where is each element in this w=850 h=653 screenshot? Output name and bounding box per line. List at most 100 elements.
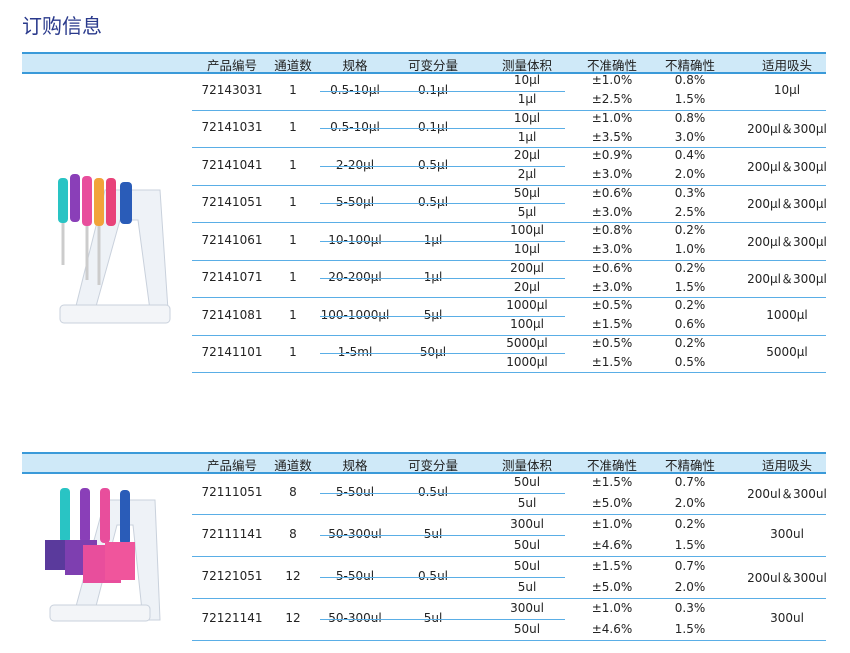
header-cell: 不准确性 bbox=[586, 58, 638, 73]
header-cell: 规格 bbox=[342, 58, 368, 73]
cell-inaccuracy: ±1.5% bbox=[591, 317, 633, 332]
cell-spec: 1-5ml bbox=[337, 345, 373, 360]
table-row bbox=[192, 335, 826, 373]
cell-tips: 200μl＆300μl bbox=[747, 234, 827, 249]
cell-tips: 10μl bbox=[773, 82, 801, 97]
cell-imprecision: 3.0% bbox=[674, 129, 706, 144]
cell-inaccuracy: ±0.9% bbox=[591, 148, 633, 163]
cell-increment: 1μl bbox=[423, 232, 443, 247]
cell-volume: 300ul bbox=[510, 516, 544, 531]
cell-code: 72121051 bbox=[201, 569, 263, 583]
table-header: 产品编号 通道数 规格 可变分量 测量体积 不准确性 不精确性 适用吸头 bbox=[22, 52, 826, 74]
cell-volume: 50ul bbox=[513, 474, 541, 489]
cell-imprecision: 1.5% bbox=[674, 279, 706, 294]
cell-spec: 50-300ul bbox=[328, 611, 382, 625]
cell-volume: 1μl bbox=[517, 92, 537, 107]
cell-inaccuracy: ±0.6% bbox=[591, 260, 633, 275]
cell-code: 72111141 bbox=[201, 527, 263, 541]
cell-volume: 10μl bbox=[513, 242, 541, 257]
sub-divider bbox=[320, 165, 565, 167]
header-cell: 不准确性 bbox=[586, 458, 638, 473]
cell-tips: 200μl＆300μl bbox=[747, 159, 827, 174]
table-row bbox=[192, 260, 826, 298]
cell-volume: 5μl bbox=[517, 204, 537, 219]
table-row bbox=[192, 556, 826, 599]
cell-volume: 1000μl bbox=[506, 298, 548, 313]
cell-spec: 5-50ul bbox=[335, 569, 375, 583]
cell-inaccuracy: ±1.5% bbox=[591, 474, 633, 489]
cell-spec: 50-300ul bbox=[328, 527, 382, 541]
sub-divider bbox=[320, 203, 565, 205]
cell-volume: 5ul bbox=[517, 495, 537, 510]
cell-code: 72141101 bbox=[201, 345, 263, 360]
cell-code: 72141071 bbox=[201, 270, 263, 285]
sub-divider bbox=[320, 278, 565, 280]
table-row bbox=[192, 222, 826, 261]
cell-channels: 1 bbox=[289, 82, 297, 97]
table-row bbox=[192, 297, 826, 336]
sub-divider bbox=[320, 315, 565, 317]
cell-channels: 1 bbox=[289, 270, 297, 285]
cell-imprecision: 1.5% bbox=[674, 537, 706, 552]
cell-tips: 1000μl bbox=[766, 307, 808, 322]
cell-increment: 0.5μl bbox=[417, 157, 449, 172]
cell-increment: 5ul bbox=[423, 527, 443, 541]
cell-inaccuracy: ±2.5% bbox=[591, 92, 633, 107]
cell-inaccuracy: ±4.6% bbox=[591, 621, 633, 636]
cell-imprecision: 0.4% bbox=[674, 148, 706, 163]
cell-volume: 20μl bbox=[513, 148, 541, 163]
sub-divider bbox=[320, 128, 565, 130]
cell-inaccuracy: ±0.6% bbox=[591, 185, 633, 200]
cell-channels: 1 bbox=[289, 232, 297, 247]
cell-channels: 8 bbox=[289, 485, 297, 499]
sub-divider bbox=[320, 90, 565, 92]
cell-inaccuracy: ±1.5% bbox=[591, 558, 633, 573]
cell-code: 72121141 bbox=[201, 611, 263, 625]
cell-increment: 0.5ul bbox=[417, 569, 449, 583]
cell-inaccuracy: ±3.0% bbox=[591, 167, 633, 182]
cell-imprecision: 0.3% bbox=[674, 185, 706, 200]
cell-imprecision: 0.6% bbox=[674, 317, 706, 332]
cell-spec: 20-200μl bbox=[328, 270, 382, 285]
cell-inaccuracy: ±0.8% bbox=[591, 223, 633, 238]
cell-volume: 20μl bbox=[513, 279, 541, 294]
cell-increment: 0.5μl bbox=[417, 195, 449, 210]
header-cell: 适用吸头 bbox=[761, 458, 813, 473]
header-cell: 产品编号 bbox=[206, 458, 258, 473]
cell-increment: 0.1μl bbox=[417, 82, 449, 97]
header-cell: 不精确性 bbox=[664, 458, 716, 473]
cell-tips: 5000μl bbox=[766, 345, 808, 360]
cell-code: 72141031 bbox=[201, 120, 263, 135]
cell-spec: 0.5-10μl bbox=[330, 120, 380, 135]
cell-imprecision: 1.5% bbox=[674, 92, 706, 107]
cell-increment: 5ul bbox=[423, 611, 443, 625]
cell-spec: 5-50μl bbox=[335, 195, 375, 210]
cell-increment: 1μl bbox=[423, 270, 443, 285]
cell-volume: 100μl bbox=[510, 223, 544, 238]
cell-imprecision: 2.0% bbox=[674, 495, 706, 510]
sub-divider bbox=[320, 353, 565, 355]
cell-imprecision: 2.0% bbox=[674, 579, 706, 594]
table-row bbox=[192, 147, 826, 186]
cell-imprecision: 0.7% bbox=[674, 558, 706, 573]
cell-tips: 200μl＆300μl bbox=[747, 122, 827, 137]
cell-volume: 50ul bbox=[513, 558, 541, 573]
cell-inaccuracy: ±3.0% bbox=[591, 204, 633, 219]
cell-channels: 1 bbox=[289, 157, 297, 172]
cell-imprecision: 0.2% bbox=[674, 298, 706, 313]
cell-imprecision: 0.5% bbox=[674, 354, 706, 369]
cell-inaccuracy: ±5.0% bbox=[591, 495, 633, 510]
cell-volume: 50ul bbox=[513, 621, 541, 636]
cell-tips: 200ul＆300ul bbox=[747, 571, 827, 585]
cell-imprecision: 0.3% bbox=[674, 600, 706, 615]
cell-volume: 50ul bbox=[513, 537, 541, 552]
cell-spec: 2-20μl bbox=[335, 157, 375, 172]
cell-tips: 200μl＆300μl bbox=[747, 272, 827, 287]
cell-inaccuracy: ±4.6% bbox=[591, 537, 633, 552]
cell-channels: 1 bbox=[289, 195, 297, 210]
cell-volume: 5ul bbox=[517, 579, 537, 594]
table-row bbox=[192, 110, 826, 148]
cell-inaccuracy: ±3.0% bbox=[591, 279, 633, 294]
cell-tips: 200ul＆300ul bbox=[747, 487, 827, 501]
cell-volume: 100μl bbox=[510, 317, 544, 332]
